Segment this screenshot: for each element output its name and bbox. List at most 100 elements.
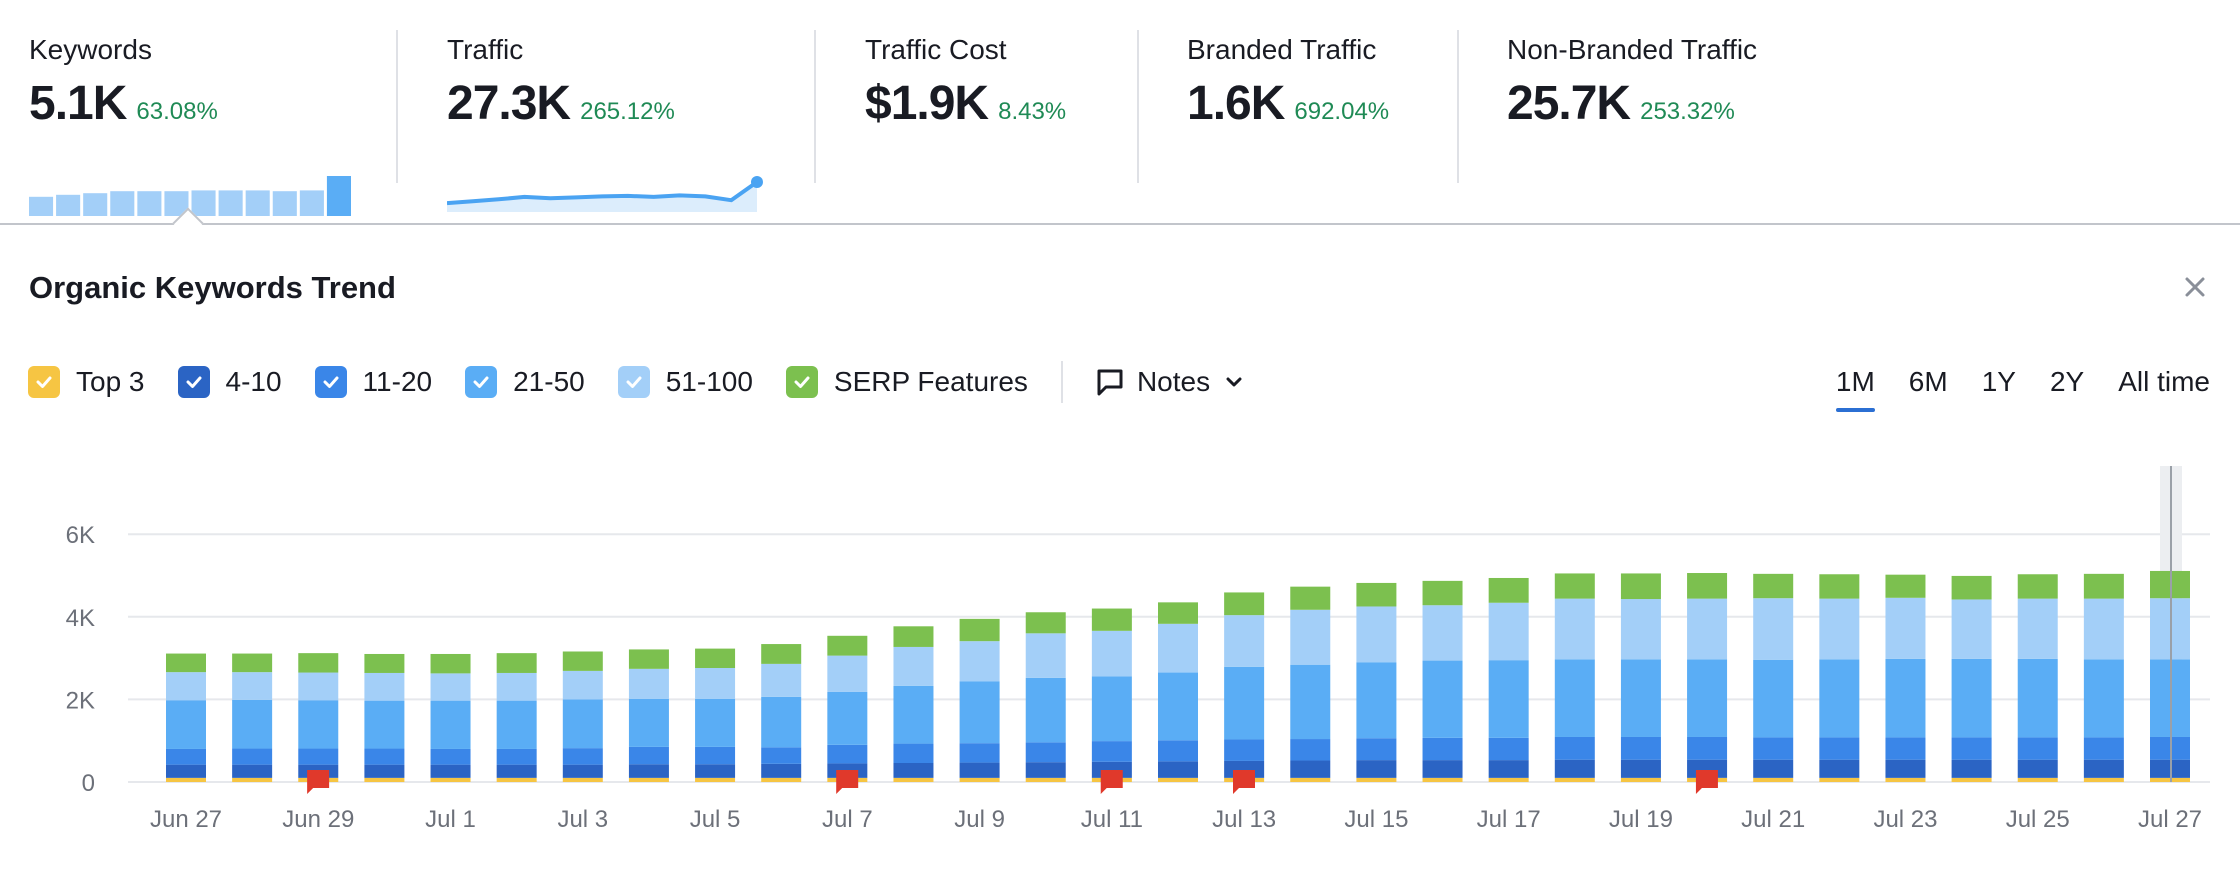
bar-segment: [232, 748, 273, 765]
bar-segment: [1620, 759, 1661, 778]
bar-segment: [562, 748, 603, 765]
metric-traffic-cost[interactable]: Traffic Cost $1.9K 8.43%: [865, 30, 1145, 185]
bar-segment: [695, 668, 736, 699]
sparkline-bar: [56, 194, 81, 216]
bar-segment: [2017, 658, 2058, 738]
bar-segment: [562, 699, 603, 749]
bar-segment: [1356, 760, 1397, 778]
bar-segment: [1091, 608, 1132, 631]
sparkline-bar: [218, 190, 243, 216]
checkbox-checked-icon[interactable]: [465, 366, 498, 398]
x-tick-label: Jul 19: [1609, 806, 1673, 833]
bar-segment: [959, 618, 1000, 642]
checkbox-checked-icon[interactable]: [314, 366, 347, 398]
bar-segment: [893, 685, 934, 744]
period-2y[interactable]: 2Y: [2049, 366, 2085, 397]
checkbox-checked-icon[interactable]: [785, 366, 818, 398]
metric-value: 1.6K: [1187, 77, 1285, 130]
metric-label: Keywords: [29, 34, 152, 65]
bar-segment: [232, 699, 273, 749]
bar-segment: [1951, 599, 1992, 659]
metric-branded-traffic[interactable]: Branded Traffic 1.6K 692.04%: [1187, 30, 1467, 185]
bar-segment: [695, 648, 736, 669]
bar-segment: [959, 777, 1000, 782]
bar-segment: [1687, 598, 1728, 660]
metric-divider: [396, 30, 398, 183]
bar-segment: [1091, 630, 1132, 677]
y-tick-label: 0: [82, 770, 95, 797]
x-tick-label: Jun 27: [150, 806, 222, 833]
bar-segment: [827, 655, 868, 692]
bar-segment: [628, 698, 669, 747]
y-tick-label: 4K: [66, 605, 95, 632]
bar-segment: [2017, 574, 2058, 599]
bar-segment: [562, 764, 603, 778]
bar-segment: [1422, 760, 1463, 778]
bar-segment: [1422, 660, 1463, 738]
bar-segment: [1224, 739, 1265, 761]
bar-segment: [893, 777, 934, 782]
bar-segment: [232, 672, 273, 700]
bar-segment: [298, 653, 339, 673]
bar-segment: [959, 641, 1000, 682]
metric-divider: [1457, 30, 1459, 183]
bar-segment: [430, 748, 471, 765]
legend-toggle-51-100[interactable]: 51-100: [617, 366, 753, 398]
bar-segment: [893, 763, 934, 778]
x-tick-label: Jul 17: [1477, 806, 1541, 833]
period-6m[interactable]: 6M: [1908, 366, 1948, 397]
bar-segment: [1356, 738, 1397, 761]
legend-toggle-top-3[interactable]: Top 3: [28, 366, 145, 398]
notes-dropdown[interactable]: Notes: [1095, 366, 1244, 398]
bar-segment: [1290, 586, 1331, 610]
bar-segment: [1951, 777, 1992, 782]
bar-segment: [1753, 737, 1794, 760]
period-all-time[interactable]: All time: [2118, 366, 2210, 397]
bar-segment: [1951, 737, 1992, 760]
metric-label: Traffic: [447, 34, 524, 65]
note-flag-icon: [1100, 770, 1123, 794]
bar-segment: [1158, 740, 1198, 762]
note-flag-shape: [1695, 770, 1718, 794]
bar-segment: [1819, 659, 1860, 738]
bar-segment: [1025, 612, 1066, 634]
legend-toggle-4-10[interactable]: 4-10: [177, 366, 282, 398]
bar-segment: [827, 635, 868, 656]
bar-segment: [761, 747, 802, 764]
bar-segment: [1025, 677, 1066, 743]
x-tick-label: Jul 7: [822, 806, 873, 833]
bar-segment: [298, 748, 339, 765]
metric-non-branded-traffic[interactable]: Non-Branded Traffic 25.7K 253.32%: [1507, 30, 1907, 185]
bar-segment: [761, 777, 802, 782]
bar-segment: [1819, 598, 1860, 660]
bar-segment: [827, 744, 868, 764]
legend-label: 11-20: [362, 366, 433, 397]
chevron-down-icon: [1226, 377, 1242, 387]
bar-segment: [2083, 737, 2124, 760]
checkbox-checked-icon[interactable]: [177, 366, 210, 398]
x-tick-label: Jul 3: [557, 806, 608, 833]
metric-traffic[interactable]: Traffic 27.3K 265.12%: [447, 30, 777, 212]
checkbox-checked-icon[interactable]: [617, 366, 650, 398]
period-1y[interactable]: 1Y: [1981, 366, 2016, 397]
bar-segment: [1488, 602, 1529, 661]
period-1m[interactable]: 1M: [1835, 366, 1875, 412]
legend-label: 21-50: [513, 366, 585, 397]
x-tick-label: Jul 5: [690, 806, 741, 833]
bar-segment: [1620, 599, 1661, 660]
close-icon[interactable]: [2180, 272, 2210, 302]
legend-toggle-serp-features[interactable]: SERP Features: [785, 366, 1028, 398]
metric-keywords[interactable]: Keywords 5.1K 63.08%: [29, 30, 359, 216]
checkbox-checked-icon[interactable]: [28, 366, 60, 398]
chart-legend: Top 3 4-10 11-20 21-50 51-100 SERP Featu…: [28, 361, 1244, 403]
organic-keywords-chart[interactable]: 0 2K 4K 6K Jun 27 Jun 29 Jul 1 Jul 3 Jul 5 Jul 7 J…: [0, 430, 2240, 870]
bar-segment: [628, 649, 669, 669]
legend-toggle-21-50[interactable]: 21-50: [465, 366, 585, 398]
bar-segment: [2083, 573, 2124, 599]
bar-segment: [761, 644, 802, 664]
bar-segment: [893, 626, 934, 647]
bar-segment: [1819, 574, 1860, 599]
bar-segment: [1951, 658, 1992, 738]
bar-segment: [1224, 615, 1265, 667]
legend-toggle-11-20[interactable]: 11-20: [314, 366, 433, 398]
